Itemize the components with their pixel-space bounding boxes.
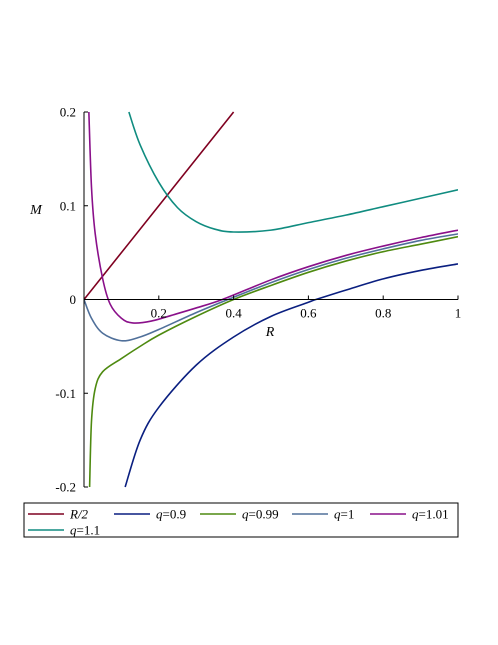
legend-label: q=0.99 [242, 507, 279, 522]
series-line-3 [88, 235, 458, 488]
y-tick-label: 0.1 [60, 198, 76, 213]
legend-box [23, 502, 459, 538]
legend-item: q=1.1 [28, 523, 100, 538]
y-tick-label: -0.1 [55, 386, 76, 401]
x-tick-label: 0.6 [300, 306, 317, 321]
legend-item: R/2 [28, 507, 89, 522]
y-ticks: 0.2 0.1 0 -0.1 -0.2 [55, 105, 88, 495]
legend-label: q=0.9 [156, 507, 186, 522]
x-axis-title: R [265, 325, 275, 340]
legend: R/2 q=0.9 q=0.99 q=1 q=1.01 q=1.1 [23, 502, 459, 538]
legend-label: q=1.01 [412, 507, 449, 522]
y-axis-title: M [29, 203, 43, 218]
y-tick-label: 0.2 [60, 105, 76, 120]
legend-items: R/2 q=0.9 q=0.99 q=1 q=1.01 q=1.1 [28, 507, 449, 538]
x-tick-label: 0.8 [375, 306, 391, 321]
series-line-1 [84, 111, 235, 300]
legend-item: q=0.99 [200, 507, 279, 522]
legend-label: q=1 [334, 507, 354, 522]
axes: 0.2 0.4 0.6 0.8 1 0.2 0.1 0 -0.1 -0.2 R M [29, 105, 461, 495]
y-tick-label: 0 [70, 292, 77, 307]
series-line-6 [128, 111, 458, 233]
legend-item: q=0.9 [114, 507, 186, 522]
series-line-5 [88, 111, 458, 324]
x-tick-label: 1 [455, 306, 462, 321]
legend-label: R/2 [69, 507, 89, 522]
legend-item: q=1.01 [370, 507, 449, 522]
x-tick-label: 0.2 [151, 306, 167, 321]
series-line-4 [84, 233, 458, 342]
series-line-2 [124, 263, 458, 488]
x-ticks: 0.2 0.4 0.6 0.8 1 [151, 295, 462, 321]
x-tick-label: 0.4 [225, 306, 242, 321]
legend-item: q=1 [292, 507, 354, 522]
legend-label: q=1.1 [70, 523, 100, 538]
series-curves [84, 111, 458, 488]
y-tick-label: -0.2 [55, 480, 76, 495]
